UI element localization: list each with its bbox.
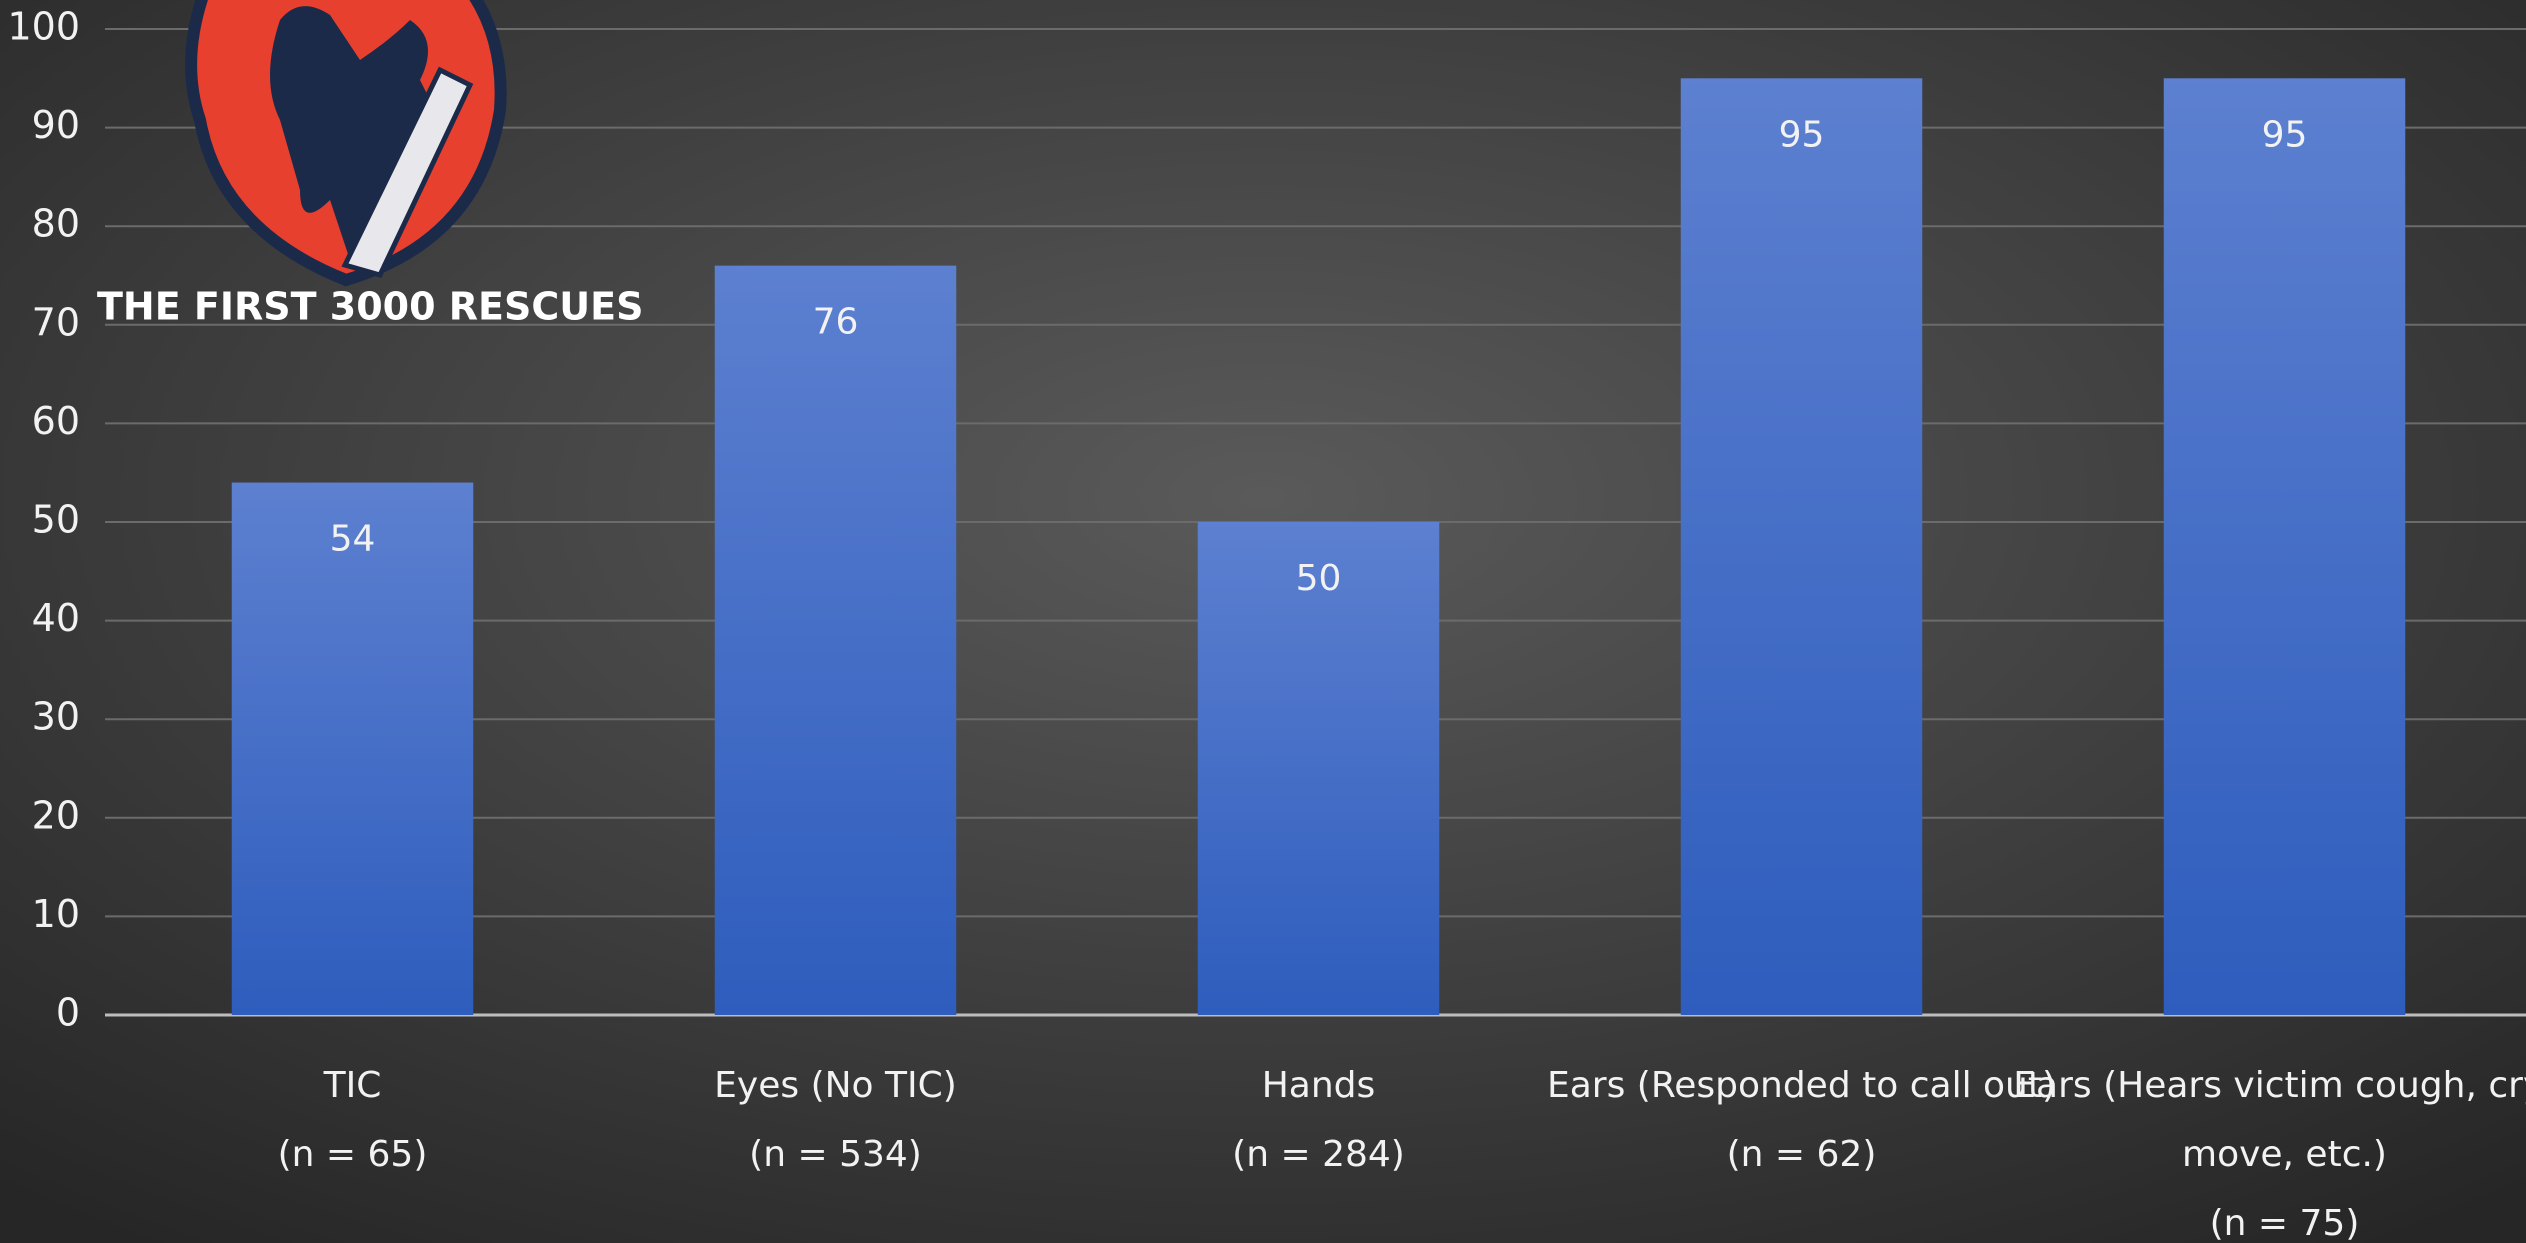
y-tick-label: 90 bbox=[32, 103, 80, 147]
plot-area: 0 10 20 30 40 50 60 70 80 90 100 TIC (n = 65) 54 Eyes … bbox=[7, 5, 2526, 1243]
x-tick-label: (n = 534) bbox=[749, 1134, 922, 1175]
data-label: 54 bbox=[330, 519, 376, 560]
x-tick-label: move, etc.) bbox=[2182, 1134, 2387, 1175]
x-tick-label: (n = 284) bbox=[1232, 1134, 1405, 1175]
y-tick-label: 60 bbox=[32, 399, 80, 443]
bar bbox=[1197, 522, 1440, 1015]
y-tick-label: 70 bbox=[32, 300, 80, 344]
bar bbox=[714, 265, 957, 1015]
data-label: 95 bbox=[1779, 114, 1825, 155]
x-tick-label: TIC bbox=[323, 1065, 382, 1106]
y-tick-label: 20 bbox=[32, 793, 80, 837]
x-tick-label: Hands bbox=[1262, 1065, 1376, 1106]
x-tick-label: (n = 65) bbox=[278, 1134, 428, 1175]
data-label: 76 bbox=[813, 302, 859, 343]
x-tick-label: Eyes (No TIC) bbox=[714, 1065, 957, 1106]
logo: THE FIRST 3000 RESCUES bbox=[97, 0, 643, 329]
x-tick-label: (n = 75) bbox=[2210, 1203, 2360, 1243]
x-tick-label: Ears (Hears victim cough, cry, bbox=[2013, 1065, 2526, 1106]
y-tick-label: 40 bbox=[32, 596, 80, 640]
y-tick-label: 50 bbox=[32, 498, 80, 542]
y-tick-label: 80 bbox=[32, 202, 80, 246]
data-label: 95 bbox=[2262, 114, 2308, 155]
logo-text: THE FIRST 3000 RESCUES bbox=[97, 285, 643, 329]
bar bbox=[1680, 78, 1923, 1016]
x-tick-label: Ears (Responded to call out) bbox=[1547, 1065, 2056, 1106]
x-tick-label: (n = 62) bbox=[1727, 1134, 1877, 1175]
y-tick-label: 0 bbox=[56, 991, 80, 1035]
data-label: 50 bbox=[1296, 558, 1342, 599]
y-tick-label: 10 bbox=[32, 892, 80, 936]
logo-ladder bbox=[341, 66, 474, 278]
y-tick-label: 100 bbox=[7, 5, 80, 49]
y-tick-label: 30 bbox=[32, 695, 80, 739]
bar bbox=[2163, 78, 2406, 1016]
bar bbox=[231, 482, 474, 1015]
